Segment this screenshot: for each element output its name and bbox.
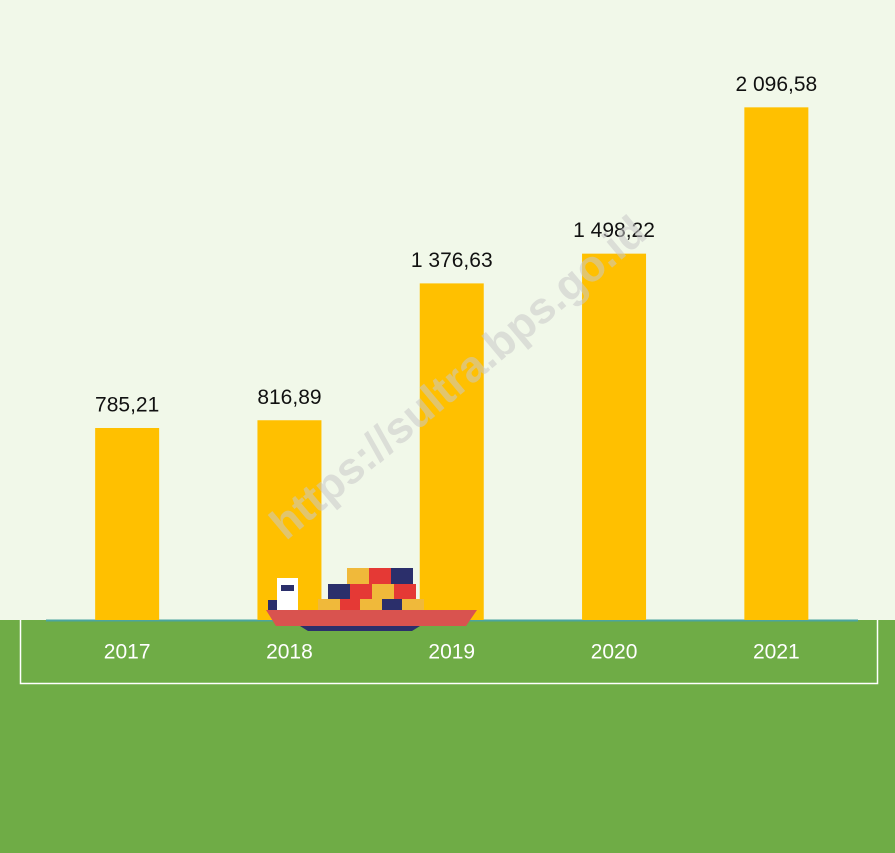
x-tick-label: 2020 [591, 641, 638, 664]
x-tick-label: 2017 [104, 641, 151, 664]
value-label: 2 096,58 [735, 73, 817, 96]
chart: 785,21816,891 376,631 498,222 096,58 201… [0, 0, 895, 853]
value-label: 1 376,63 [411, 249, 493, 272]
x-tick-label: 2019 [428, 641, 475, 664]
bar [95, 428, 159, 620]
page: {"chart_data": {"type": "bar", "categori… [0, 0, 895, 853]
bar [582, 254, 646, 620]
value-label: 785,21 [95, 394, 159, 417]
x-tick-label: 2021 [753, 641, 800, 664]
x-tick-label: 2018 [266, 641, 313, 664]
value-label: 816,89 [257, 386, 321, 409]
bar [744, 107, 808, 620]
